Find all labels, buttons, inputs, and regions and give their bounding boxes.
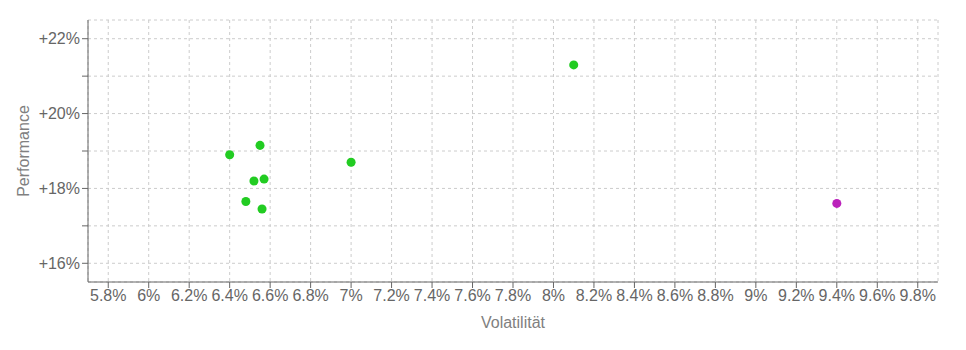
svg-text:6%: 6% [137,287,160,304]
svg-text:9%: 9% [744,287,767,304]
svg-text:+16%: +16% [39,255,80,272]
svg-text:+22%: +22% [39,30,80,47]
svg-text:8.8%: 8.8% [697,287,733,304]
svg-text:Volatilität: Volatilität [481,314,546,331]
svg-text:9.2%: 9.2% [778,287,814,304]
svg-text:9.6%: 9.6% [859,287,895,304]
svg-text:Performance: Performance [15,105,32,197]
svg-text:7.6%: 7.6% [454,287,490,304]
svg-text:7.4%: 7.4% [414,287,450,304]
svg-text:8.6%: 8.6% [657,287,693,304]
svg-text:6.4%: 6.4% [211,287,247,304]
svg-text:7.2%: 7.2% [373,287,409,304]
svg-text:6.6%: 6.6% [252,287,288,304]
svg-text:8.4%: 8.4% [616,287,652,304]
svg-text:6.8%: 6.8% [292,287,328,304]
svg-text:7%: 7% [340,287,363,304]
svg-text:8%: 8% [542,287,565,304]
svg-text:8.2%: 8.2% [576,287,612,304]
svg-text:+20%: +20% [39,105,80,122]
svg-text:7.8%: 7.8% [495,287,531,304]
svg-text:9.8%: 9.8% [900,287,936,304]
svg-text:9.4%: 9.4% [819,287,855,304]
svg-text:6.2%: 6.2% [171,287,207,304]
svg-text:5.8%: 5.8% [90,287,126,304]
svg-text:+18%: +18% [39,180,80,197]
